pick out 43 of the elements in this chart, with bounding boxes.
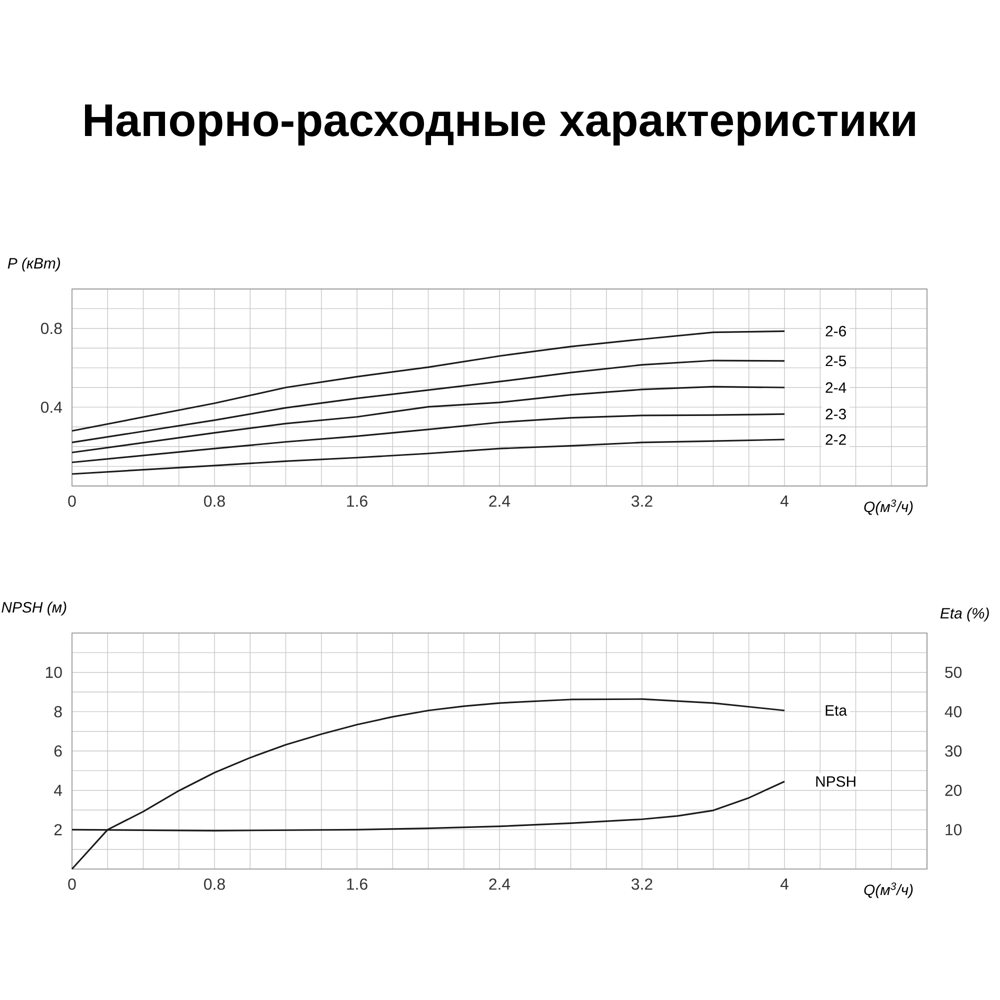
line-series [71,698,786,870]
y2-axis-title: Eta (%) [940,608,989,622]
x-tick-label: 1.6 [347,496,368,507]
y-tick-label: 0.8 [40,322,62,334]
chart-title: Напорно-расходные характеристики [85,104,915,146]
x-tick-label: 2.4 [489,496,510,507]
text: 2-2 [826,434,846,445]
y2-tick-label: 50 [945,666,962,678]
y2-tick-label: 30 [945,745,962,757]
x-tick-label: 3.2 [632,878,652,890]
text: NPSH [816,776,856,787]
x-axis-title: Q(м$^{3}$/ч) [864,882,913,898]
y2-tick-label: 20 [945,784,962,796]
text: 2-3 [826,408,846,420]
x-tick-label: 1.6 [347,878,368,890]
x-tick-label: 0.8 [204,496,225,507]
text: 2-5 [826,356,846,366]
text: Eta [826,705,848,716]
text: 2-4 [826,382,846,393]
y-tick-label: 4 [54,784,62,796]
x-tick-label: 2.4 [489,878,510,890]
y-tick-label: 2 [54,824,62,836]
y2-tick-label: 40 [944,706,962,718]
y-axis-title: NPSH (м) [2,602,66,616]
y-tick-label: 8 [54,706,62,718]
line-series [71,386,786,454]
y-axis-title: P (кВт) [8,258,60,272]
y-tick-label: 0.4 [40,402,62,413]
line-series [71,438,786,475]
y-tick-label: 10 [46,666,62,678]
y-tick-label: 6 [54,745,62,757]
text: 2-6 [826,326,846,336]
y2-tick-label: 10 [946,824,962,836]
x-tick-label: 3.2 [632,496,652,507]
x-tick-label: 4 [780,496,788,506]
x-tick-label: 4 [780,878,788,890]
line-series [71,413,786,464]
line-series [71,330,786,432]
x-tick-label: 0.8 [204,878,225,890]
line-series [71,360,786,444]
x-tick-label: 0 [68,878,76,890]
x-tick-label: 0 [68,496,76,507]
x-axis-title: Q(м$^{3}$/ч) [864,499,913,516]
